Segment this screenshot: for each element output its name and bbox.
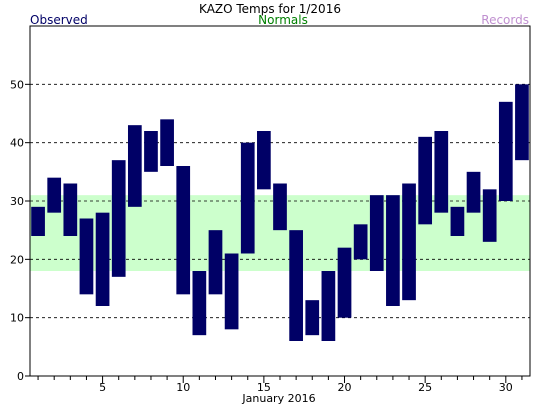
observed-bar-day-10 [176,166,191,295]
observed-bar-day-27 [450,206,465,236]
observed-bar-day-30 [498,101,513,201]
observed-bar-day-14 [240,142,255,254]
observed-bar-day-4 [79,218,94,295]
observed-bar-day-11 [192,271,207,336]
observed-bar-day-23 [386,195,400,306]
observed-bar-day-21 [353,224,368,260]
observed-bar-day-8 [144,131,158,172]
observed-bar-day-24 [402,183,416,301]
x-tick-label-30: 30 [499,381,513,394]
observed-bar-day-5 [95,212,110,306]
observed-bar-day-25 [418,136,433,225]
x-tick-label-20: 20 [338,381,352,394]
observed-bar-day-9 [160,119,174,166]
plot-area: 0 10 20 30 40 50 5 10 15 20 25 30 [10,25,531,394]
observed-bar-day-18 [305,300,320,336]
observed-bar-day-6 [111,160,126,277]
observed-bar-day-1 [31,206,45,236]
y-tick-label-30: 30 [10,195,24,208]
y-tick-label-20: 20 [10,253,24,266]
observed-bar-day-28 [466,171,481,213]
observed-bar-day-7 [127,125,142,207]
legend-normals: Normals [258,13,308,27]
observed-bar-day-19 [321,271,336,341]
observed-bar-day-22 [369,195,384,271]
legend-observed: Observed [30,13,88,27]
observed-bar-day-26 [434,131,449,213]
observed-bar-day-2 [47,177,62,213]
observed-bar-day-31 [515,84,529,161]
y-tick-label-40: 40 [10,137,24,150]
x-axis-label: January 2016 [241,392,315,405]
observed-bar-day-3 [63,183,78,236]
x-tick-label-15: 15 [257,381,271,394]
observed-bar-day-16 [273,183,287,231]
y-tick-label-50: 50 [10,78,24,91]
chart-title: KAZO Temps for 1/2016 [199,2,341,16]
y-tick-label-0: 0 [17,370,24,383]
observed-bar-day-29 [482,189,497,242]
x-tick-label-5: 5 [99,381,106,394]
x-tick-label-25: 25 [418,381,432,394]
legend-records: Records [481,13,529,27]
x-tick-label-10: 10 [176,381,190,394]
observed-bar-day-13 [224,253,239,330]
observed-bar-day-20 [337,247,352,318]
observed-bar-day-17 [289,230,303,341]
observed-bar-day-12 [208,230,223,295]
y-tick-label-10: 10 [10,312,24,325]
observed-bar-day-15 [257,131,271,190]
